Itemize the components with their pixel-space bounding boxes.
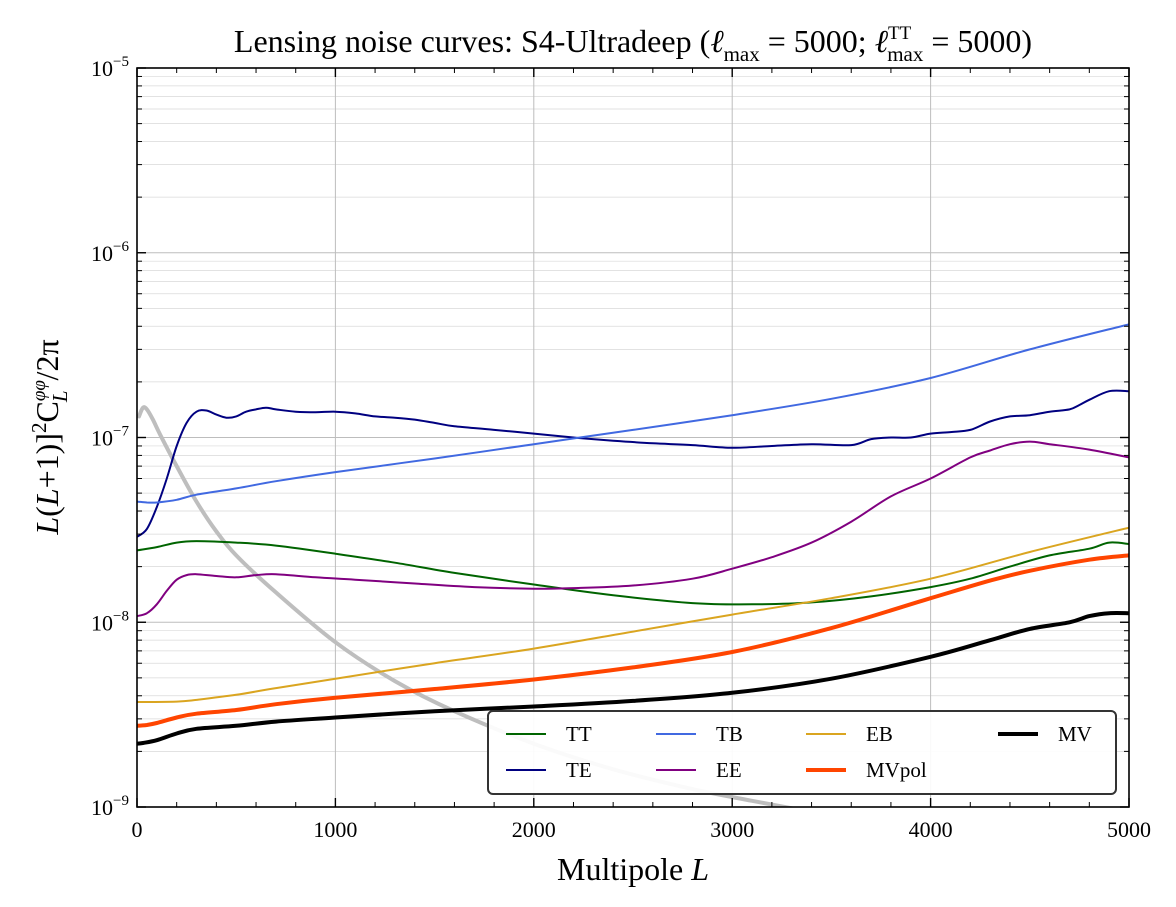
x-axis-label: Multipole L <box>557 851 709 887</box>
axis-ticks: 10−9 10−8 10−7 10−6 10−5 0 1000 2000 3000 4000 500… <box>91 54 1151 842</box>
legend-label-mvpol: MVpol <box>866 758 927 782</box>
y-tick-label: 10−7 <box>91 424 129 451</box>
series-lines <box>137 323 1129 807</box>
x-tick-label: 1000 <box>313 817 357 842</box>
series-line-eb <box>137 526 1129 703</box>
series-line-tt <box>137 540 1129 606</box>
x-tick-label: 4000 <box>909 817 953 842</box>
y-tick-label: 10−8 <box>91 608 129 635</box>
series-line-ee <box>137 440 1129 618</box>
grid-lines <box>137 67 1129 808</box>
legend-label-tb: TB <box>716 722 743 746</box>
x-tick-label: 0 <box>132 817 143 842</box>
legend-label-mv: MV <box>1058 722 1092 746</box>
chart-title: Lensing noise curves: S4-Ultradeep (ℓmax… <box>234 23 1032 66</box>
y-tick-label: 10−6 <box>91 239 129 266</box>
x-tick-label: 2000 <box>512 817 556 842</box>
legend-box <box>487 710 1117 795</box>
series-line-mvpol <box>137 553 1129 728</box>
legend-label-tt: TT <box>566 722 592 746</box>
legend-label-ee: EE <box>716 758 742 782</box>
series-line-te <box>137 389 1129 538</box>
legend: TT TE TB EE EB MVpol MV <box>487 710 1117 795</box>
x-tick-label: 3000 <box>710 817 754 842</box>
y-tick-label: 10−9 <box>91 793 129 820</box>
y-tick-label: 10−5 <box>91 54 129 81</box>
legend-label-te: TE <box>566 758 592 782</box>
series-line-tb <box>137 323 1129 504</box>
x-tick-label: 5000 <box>1107 817 1151 842</box>
legend-label-eb: EB <box>866 722 893 746</box>
series-line-mv <box>137 610 1129 746</box>
y-axis-label: L(L+1)]2CφφL/2π <box>27 339 72 535</box>
